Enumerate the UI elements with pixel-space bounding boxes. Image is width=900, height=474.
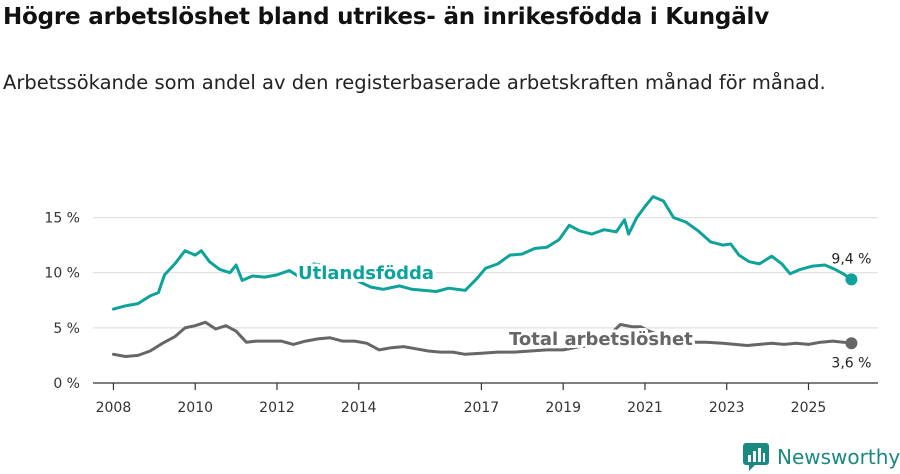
label-total-arbetsloshet: Total arbetslöshet bbox=[509, 329, 693, 350]
x-tick-label: 2008 bbox=[96, 400, 132, 416]
label-total-arbetsloshet-halo: Total arbetslöshet bbox=[509, 329, 693, 350]
x-tick-label: 2023 bbox=[709, 400, 745, 416]
x-tick-label: 2017 bbox=[464, 400, 500, 416]
y-axis-ticks: 0 % 5 % 10 % 15 % bbox=[44, 211, 80, 392]
y-tick-label: 15 % bbox=[44, 211, 80, 227]
series-total-endpoint bbox=[845, 337, 858, 350]
end-label-total: 3,6 % bbox=[831, 355, 871, 371]
gridlines bbox=[93, 217, 878, 329]
y-tick-label: 10 % bbox=[44, 266, 80, 282]
series-lines bbox=[111, 195, 858, 358]
brand-name: Newsworthy bbox=[777, 445, 900, 469]
chart-subtitle: Arbetssökande som andel av den registerb… bbox=[3, 71, 826, 94]
x-tick-label: 2010 bbox=[177, 400, 213, 416]
x-tick-label: 2014 bbox=[341, 400, 377, 416]
x-tick-label: 2012 bbox=[259, 400, 295, 416]
chart-title: Högre arbetslöshet bland utrikes- än inr… bbox=[3, 4, 769, 30]
newsworthy-logo-icon bbox=[743, 443, 769, 471]
y-tick-label: 5 % bbox=[53, 321, 80, 337]
x-axis: 2008 2010 2012 2014 2017 2019 2021 2023 2025 bbox=[93, 382, 878, 416]
y-tick-label: 0 % bbox=[53, 376, 80, 392]
x-tick-label: 2019 bbox=[545, 400, 581, 416]
x-tick-label: 2021 bbox=[627, 400, 663, 416]
series-utlandsfodda-line bbox=[111, 195, 853, 311]
series-utlandsfodda-endpoint bbox=[845, 273, 858, 286]
series-total-line bbox=[111, 320, 853, 358]
end-label-utlandsfodda: 9,4 % bbox=[831, 251, 871, 267]
label-utlandsfodda-halo: Utlandsfödda bbox=[298, 263, 434, 284]
x-tick-label: 2025 bbox=[791, 400, 827, 416]
label-utlandsfodda: Utlandsfödda bbox=[298, 263, 434, 284]
brand-logo: Newsworthy bbox=[743, 442, 900, 472]
